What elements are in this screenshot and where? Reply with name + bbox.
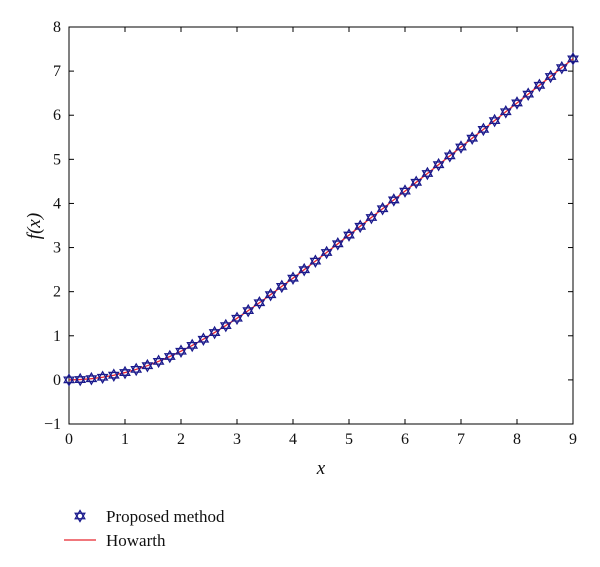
data-point — [466, 131, 479, 146]
data-point — [163, 349, 176, 364]
x-tick-label: 1 — [121, 431, 129, 448]
data-point — [488, 113, 501, 128]
y-tick-labels: −1 0 1 2 3 4 5 6 7 8 — [44, 19, 61, 433]
x-tick-label: 3 — [233, 431, 241, 448]
x-tick-label: 0 — [65, 431, 73, 448]
data-point — [567, 52, 579, 66]
series-line-howarth — [68, 58, 574, 381]
x-tick-label: 5 — [345, 431, 353, 448]
legend-entry-proposed-method — [74, 509, 86, 523]
y-tick-label: −1 — [44, 416, 61, 433]
data-point — [455, 140, 467, 154]
x-tick-label: 2 — [177, 431, 185, 448]
y-tick-label: 8 — [53, 19, 61, 36]
data-point — [320, 245, 333, 260]
data-point — [96, 370, 109, 385]
x-tick-label: 9 — [569, 431, 577, 448]
data-point — [499, 104, 512, 119]
x-tick-label: 8 — [513, 431, 521, 448]
plot-area — [68, 26, 574, 425]
legend-label-howarth: Howarth — [106, 531, 166, 550]
data-point — [331, 237, 344, 251]
data-point — [264, 287, 277, 302]
data-point — [544, 69, 557, 84]
x-tick-labels: 0 1 2 3 4 5 6 7 8 9 — [65, 431, 577, 448]
data-point — [410, 175, 423, 190]
data-point — [63, 373, 75, 387]
data-point — [511, 96, 523, 110]
y-tick-label: 6 — [53, 107, 61, 124]
data-point — [208, 325, 221, 340]
data-point — [365, 210, 378, 225]
data-point — [74, 372, 87, 387]
data-point — [343, 228, 355, 242]
data-point — [432, 157, 445, 172]
legend-marker-hexagram-icon — [74, 509, 86, 523]
y-tick-label: 5 — [53, 151, 61, 168]
data-point — [533, 78, 546, 93]
x-tick-label: 4 — [289, 431, 297, 448]
data-point — [197, 332, 210, 347]
data-point — [219, 318, 232, 333]
data-point — [354, 219, 367, 234]
data-point — [119, 365, 131, 380]
data-point — [253, 295, 266, 310]
y-tick-label: 3 — [53, 240, 61, 257]
data-point — [141, 358, 154, 373]
x-tick-label: 6 — [401, 431, 409, 448]
y-tick-label: 2 — [53, 284, 61, 301]
data-point — [242, 303, 255, 318]
axis-ticks — [68, 26, 574, 425]
y-tick-label: 7 — [53, 63, 61, 80]
data-point — [186, 338, 199, 353]
data-point — [443, 149, 456, 163]
data-point — [130, 362, 143, 377]
data-point — [85, 371, 98, 386]
y-tick-label: 0 — [53, 372, 61, 389]
data-point — [309, 254, 322, 268]
legend: Proposed method Howarth — [64, 507, 225, 550]
data-point — [522, 87, 535, 101]
data-point — [477, 122, 490, 137]
data-point — [298, 262, 311, 277]
y-tick-label: 4 — [53, 195, 61, 212]
data-point — [107, 368, 120, 383]
y-tick-label: 1 — [53, 328, 61, 345]
data-point — [175, 344, 187, 359]
series-layer — [63, 52, 579, 387]
data-point — [287, 271, 299, 285]
data-point — [387, 193, 400, 207]
data-point — [152, 354, 165, 369]
data-point — [421, 166, 434, 181]
legend-label-proposed-method: Proposed method — [106, 507, 225, 526]
data-point — [275, 279, 288, 294]
x-tick-label: 7 — [457, 431, 465, 448]
data-point — [376, 201, 389, 216]
data-point — [399, 184, 411, 198]
x-axis-label: x — [316, 458, 326, 479]
y-axis-label: f(x) — [24, 213, 45, 239]
data-point — [231, 311, 243, 326]
data-point — [555, 60, 568, 75]
